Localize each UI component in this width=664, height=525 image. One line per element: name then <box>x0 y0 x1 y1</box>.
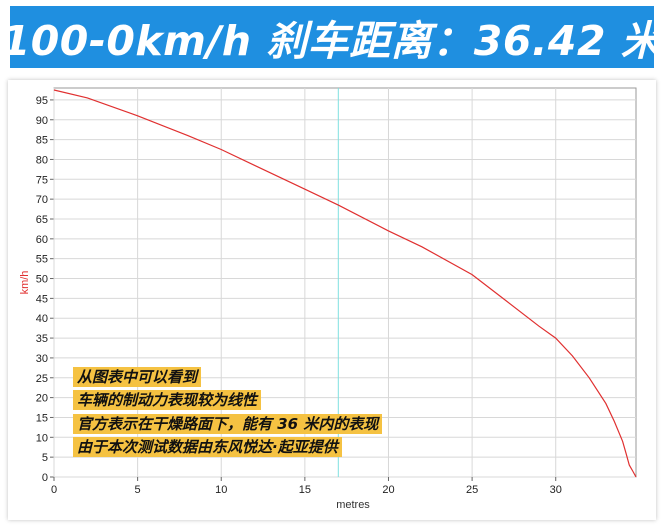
y-tick-label: 90 <box>36 115 48 127</box>
series-line-0 <box>53 89 637 478</box>
y-tick-label: 80 <box>36 154 48 166</box>
y-tick-label: 5 <box>42 452 48 464</box>
y-tick-label: 30 <box>36 353 48 365</box>
x-tick-label: 5 <box>135 484 141 496</box>
x-tick-label: 25 <box>466 484 478 496</box>
y-tick-label: 75 <box>36 174 48 186</box>
x-tick-label: 15 <box>299 484 311 496</box>
annotation-line-3: 官方表示在干燥路面下，能有 36 米内的表现 <box>73 414 383 434</box>
plot-area <box>53 87 637 478</box>
y-tick-label: 0 <box>42 472 48 484</box>
braking-chart: 0 5 10 15 20 25 30 35 40 45 50 55 60 65 70 75 80 85 90 95 0 5… <box>19 87 637 511</box>
banner-title: 100-0km/h 刹车距离：36.42 米 <box>1 17 663 65</box>
x-tick-label: 0 <box>51 484 57 496</box>
y-tick-label: 40 <box>36 313 48 325</box>
title-banner: 100-0km/h 刹车距离：36.42 米 <box>0 0 664 78</box>
annotation-line-4: 由于本次测试数据由东风悦达·起亚提供 <box>73 437 342 457</box>
x-tick-label: 30 <box>550 484 562 496</box>
annotation-line-1: 从图表中可以看到 <box>73 367 202 387</box>
y-tick-label: 25 <box>36 373 48 385</box>
title-banner-box: 100-0km/h 刹车距离：36.42 米 <box>2 6 662 68</box>
y-tick-label: 15 <box>36 412 48 424</box>
annotation-line-2: 车辆的制动力表现较为线性 <box>73 390 262 410</box>
y-axis-title: km/h <box>19 271 31 295</box>
y-tick-label: 60 <box>36 234 48 246</box>
y-tick-label: 20 <box>36 393 48 405</box>
y-tick-label: 55 <box>36 254 48 266</box>
y-tick-label: 50 <box>36 274 48 286</box>
x-tick-label: 10 <box>215 484 227 496</box>
y-tick-label: 35 <box>36 333 48 345</box>
y-tick-label: 10 <box>36 432 48 444</box>
x-tick-label: 20 <box>382 484 394 496</box>
x-axis-title: metres <box>336 499 370 511</box>
chart-frame: 0 5 10 15 20 25 30 35 40 45 50 55 60 65 70 75 80 85 90 95 0 5… <box>8 80 656 520</box>
y-tick-label: 45 <box>36 293 48 305</box>
y-tick-label: 70 <box>36 194 48 206</box>
y-tick-label: 65 <box>36 214 48 226</box>
y-tick-label: 95 <box>36 95 48 107</box>
y-tick-label: 85 <box>36 135 48 147</box>
